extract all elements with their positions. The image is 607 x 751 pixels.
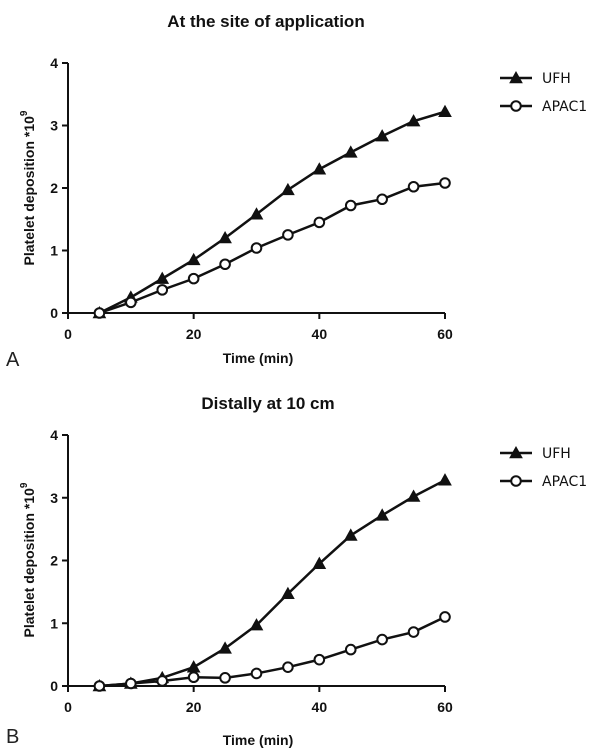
data-point-ufh [343,145,358,158]
data-point-ufh [281,182,295,196]
data-point-ufh [438,104,452,118]
data-point-apac1 [250,667,263,680]
data-point-ufh [281,586,295,600]
data-point-apac1 [125,296,137,309]
data-point-ufh [375,129,390,142]
data-point-apac1 [187,272,200,285]
x-tick-label: 60 [437,699,453,715]
x-tick-label: 0 [64,699,72,715]
data-point-ufh [312,556,327,569]
x-tick-label: 60 [437,326,453,342]
series-line-apac1 [99,615,446,688]
series-line-ufh [98,110,446,315]
x-tick-label: 40 [312,699,328,715]
data-point-ufh [218,230,232,244]
data-point-apac1 [407,180,420,193]
legend-marker-apac1 [510,475,522,487]
data-point-ufh [249,207,264,220]
panel-b-xlabel: Time (min) [223,732,294,748]
data-point-apac1 [407,626,420,638]
y-tick-label: 2 [50,553,58,569]
data-point-ufh [406,114,421,127]
series-line-ufh [99,479,446,688]
data-point-ufh [375,508,390,521]
data-point-ufh [218,641,232,654]
panel-a-ylabel-sup: 9 [19,110,30,116]
data-point-apac1 [376,633,388,646]
data-point-apac1 [439,611,451,623]
data-point-apac1 [219,258,231,271]
data-point-ufh [438,473,452,486]
data-point-apac1 [313,653,326,666]
panel-a-ylabel-main: Platelet deposition *10 [21,116,37,266]
y-tick-label: 3 [50,490,58,506]
data-point-ufh [406,489,421,502]
y-tick-label: 1 [50,615,58,631]
data-point-apac1 [219,672,231,684]
x-tick-label: 20 [186,699,202,715]
x-tick-label: 0 [64,326,72,342]
panel-a-xlabel: Time (min) [223,350,294,366]
legend-marker-apac1 [510,100,522,112]
data-point-ufh [343,528,358,541]
data-point-ufh [186,660,201,673]
y-tick-label: 4 [50,427,58,443]
panel-a-title: At the site of application [167,12,364,31]
x-tick-label: 20 [186,326,202,342]
data-point-apac1 [344,199,357,212]
y-tick-label: 0 [50,305,58,321]
legend-label-ufh: UFH [542,446,571,462]
data-point-ufh [249,618,264,631]
y-tick-label: 2 [50,180,58,196]
panel-a-letter: A [6,349,20,371]
y-tick-label: 0 [50,678,58,694]
data-point-apac1 [125,677,137,690]
legend-label-ufh: UFH [542,71,571,87]
data-point-apac1 [344,643,357,656]
panel-b-ylabel: Platelet deposition *109 [19,482,37,637]
data-point-ufh [155,271,170,284]
x-tick-label: 40 [312,326,328,342]
panel-b-ylabel-sup: 9 [19,482,30,488]
y-tick-label: 4 [50,55,58,71]
legend-marker-ufh [509,445,523,459]
data-point-apac1 [282,661,294,673]
data-point-apac1 [313,216,326,229]
data-point-apac1 [282,229,294,241]
panel-a-legend: UFH APAC1 [500,70,587,115]
data-point-apac1 [439,177,451,189]
panel-b-ylabel-main: Platelet deposition *10 [21,488,37,638]
panel-b-legend: UFH APAC1 [500,445,587,490]
data-point-apac1 [156,675,169,687]
legend-label-apac1: APAC1 [542,474,587,490]
legend-marker-ufh [509,70,523,84]
data-point-apac1 [93,680,106,692]
data-point-ufh [312,162,327,175]
data-point-apac1 [376,193,388,206]
data-point-ufh [186,252,201,266]
panel-b-title: Distally at 10 cm [201,394,334,413]
data-point-apac1 [187,671,200,684]
panel-b-letter: B [6,726,19,748]
panel-a-ylabel: Platelet deposition *109 [19,110,37,265]
data-point-apac1 [93,307,106,319]
data-point-apac1 [156,284,169,296]
y-tick-label: 1 [50,243,58,259]
data-point-apac1 [250,242,263,254]
y-tick-label: 3 [50,118,58,134]
legend-label-apac1: APAC1 [542,99,587,115]
